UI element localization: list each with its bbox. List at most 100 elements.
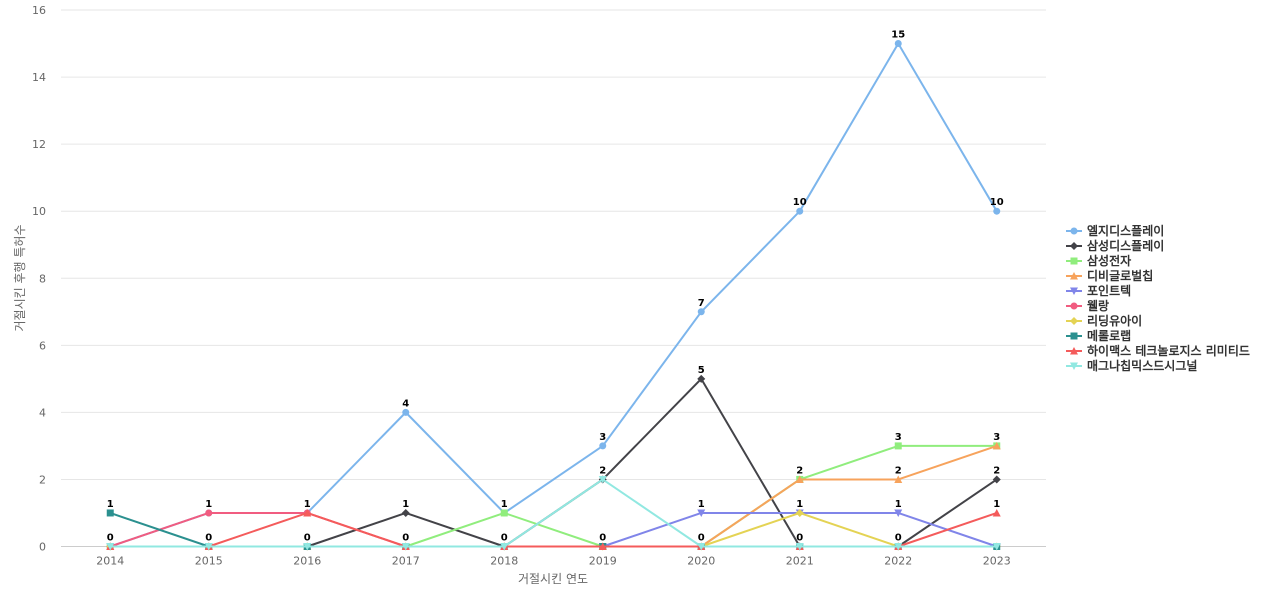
data-label: 2 xyxy=(993,465,1000,476)
data-label: 0 xyxy=(205,533,212,544)
legend-symbol xyxy=(1070,272,1078,280)
data-label: 5 xyxy=(698,365,705,376)
legend-symbol xyxy=(1070,242,1078,250)
x-axis-ticks: 2014 2015 2016 2017 2018 2019 2020 2021 2022 2023 xyxy=(96,555,1011,568)
legend-label: 하이맥스 테크놀로지스 리미티드 xyxy=(1087,343,1250,358)
legend-item[interactable]: 디비글로벌칩 xyxy=(1066,268,1153,283)
data-label: 4 xyxy=(402,398,409,409)
legend-label: 포인트텍 xyxy=(1087,283,1131,298)
series-point xyxy=(697,308,705,316)
series-point xyxy=(204,543,213,551)
x-tick-label: 2016 xyxy=(293,555,321,568)
data-label: 3 xyxy=(993,432,1000,443)
x-tick-label: 2017 xyxy=(392,555,420,568)
y-tick-label: 12 xyxy=(32,138,46,151)
series-point xyxy=(993,207,1001,215)
legend-item[interactable]: 삼성전자 xyxy=(1066,253,1131,268)
data-label: 10 xyxy=(990,197,1004,208)
x-tick-label: 2015 xyxy=(195,555,223,568)
data-label: 7 xyxy=(698,298,705,309)
x-tick-label: 2021 xyxy=(786,555,814,568)
y-tick-label: 0 xyxy=(39,541,46,554)
grid-layer xyxy=(61,9,1046,480)
y-tick-label: 2 xyxy=(39,473,46,486)
legend-symbol xyxy=(1070,302,1078,310)
data-label: 1 xyxy=(993,499,1000,510)
x-tick-label: 2014 xyxy=(96,555,124,568)
y-tick-label: 4 xyxy=(39,406,46,419)
series-point xyxy=(894,543,903,551)
x-tick-label: 2019 xyxy=(589,555,617,568)
series-10 xyxy=(106,475,1001,551)
legend-item[interactable]: 포인트텍 xyxy=(1066,283,1131,298)
data-label: 2 xyxy=(796,465,803,476)
series-point xyxy=(402,408,410,416)
series-line xyxy=(110,377,998,548)
legend-item[interactable]: 매그나칩믹스드시그널 xyxy=(1066,358,1197,373)
x-tick-label: 2022 xyxy=(884,555,912,568)
legend-item[interactable]: 삼성디스플레이 xyxy=(1066,238,1164,253)
series-3 xyxy=(106,442,1001,550)
series-point xyxy=(401,508,410,517)
y-axis-title: 거절시킨 후행 특허수 xyxy=(12,225,27,332)
series-point xyxy=(795,543,804,551)
series-point xyxy=(303,508,312,517)
x-tick-label: 2020 xyxy=(687,555,715,568)
legend-label: 엘지디스플레이 xyxy=(1087,223,1164,238)
y-tick-label: 10 xyxy=(32,205,46,218)
series-point xyxy=(796,207,804,215)
legend-item[interactable]: 엘지디스플레이 xyxy=(1066,223,1164,238)
data-label: 1 xyxy=(205,499,212,510)
series-point xyxy=(697,374,706,383)
series-point xyxy=(106,509,114,517)
series-point xyxy=(697,509,706,517)
series-line xyxy=(109,42,998,548)
series-layer xyxy=(106,40,1001,551)
legend[interactable]: 엘지디스플레이삼성디스플레이삼성전자디비글로벌칩포인트텍웰랑리딩유아이메롤로랩하… xyxy=(1066,223,1250,373)
legend-label: 매그나칩믹스드시그널 xyxy=(1087,358,1197,373)
series-point xyxy=(992,475,1001,484)
legend-symbol xyxy=(1070,257,1078,265)
data-label: 1 xyxy=(304,499,311,510)
series-point xyxy=(894,475,903,483)
series-line xyxy=(110,444,998,548)
series-point xyxy=(598,542,607,550)
data-label: 10 xyxy=(793,197,807,208)
data-label: 0 xyxy=(698,533,705,544)
series-point xyxy=(795,508,804,517)
data-label: 1 xyxy=(501,499,508,510)
data-label: 0 xyxy=(895,533,902,544)
legend-item[interactable]: 리딩유아이 xyxy=(1066,313,1142,328)
series-point xyxy=(500,543,509,551)
data-label: 1 xyxy=(402,499,409,510)
legend-item[interactable]: 하이맥스 테크놀로지스 리미티드 xyxy=(1066,343,1250,358)
y-tick-label: 8 xyxy=(39,272,46,285)
series-point xyxy=(401,543,410,551)
data-label: 0 xyxy=(796,533,803,544)
y-tick-label: 14 xyxy=(32,71,46,84)
series-point xyxy=(992,543,1001,551)
series-line xyxy=(110,478,997,548)
data-label: 1 xyxy=(107,499,114,510)
data-label: 0 xyxy=(304,533,311,544)
series-point xyxy=(303,543,312,551)
data-label: 3 xyxy=(599,432,606,443)
series-point xyxy=(697,543,706,551)
data-label: 3 xyxy=(895,432,902,443)
legend-item[interactable]: 웰랑 xyxy=(1066,298,1109,313)
data-label: 15 xyxy=(891,30,905,41)
data-label: 1 xyxy=(698,499,705,510)
series-point xyxy=(992,441,1001,450)
series-point xyxy=(599,442,607,450)
series-point xyxy=(795,475,804,483)
data-label: 2 xyxy=(599,465,606,476)
y-tick-label: 6 xyxy=(39,339,46,352)
data-label: 0 xyxy=(107,533,114,544)
series-point xyxy=(106,543,115,551)
series-point xyxy=(598,475,607,484)
legend-symbol xyxy=(1070,332,1078,340)
x-axis-title: 거절시킨 연도 xyxy=(518,572,588,586)
data-label: 0 xyxy=(599,533,606,544)
legend-item[interactable]: 메롤로랩 xyxy=(1066,328,1131,343)
